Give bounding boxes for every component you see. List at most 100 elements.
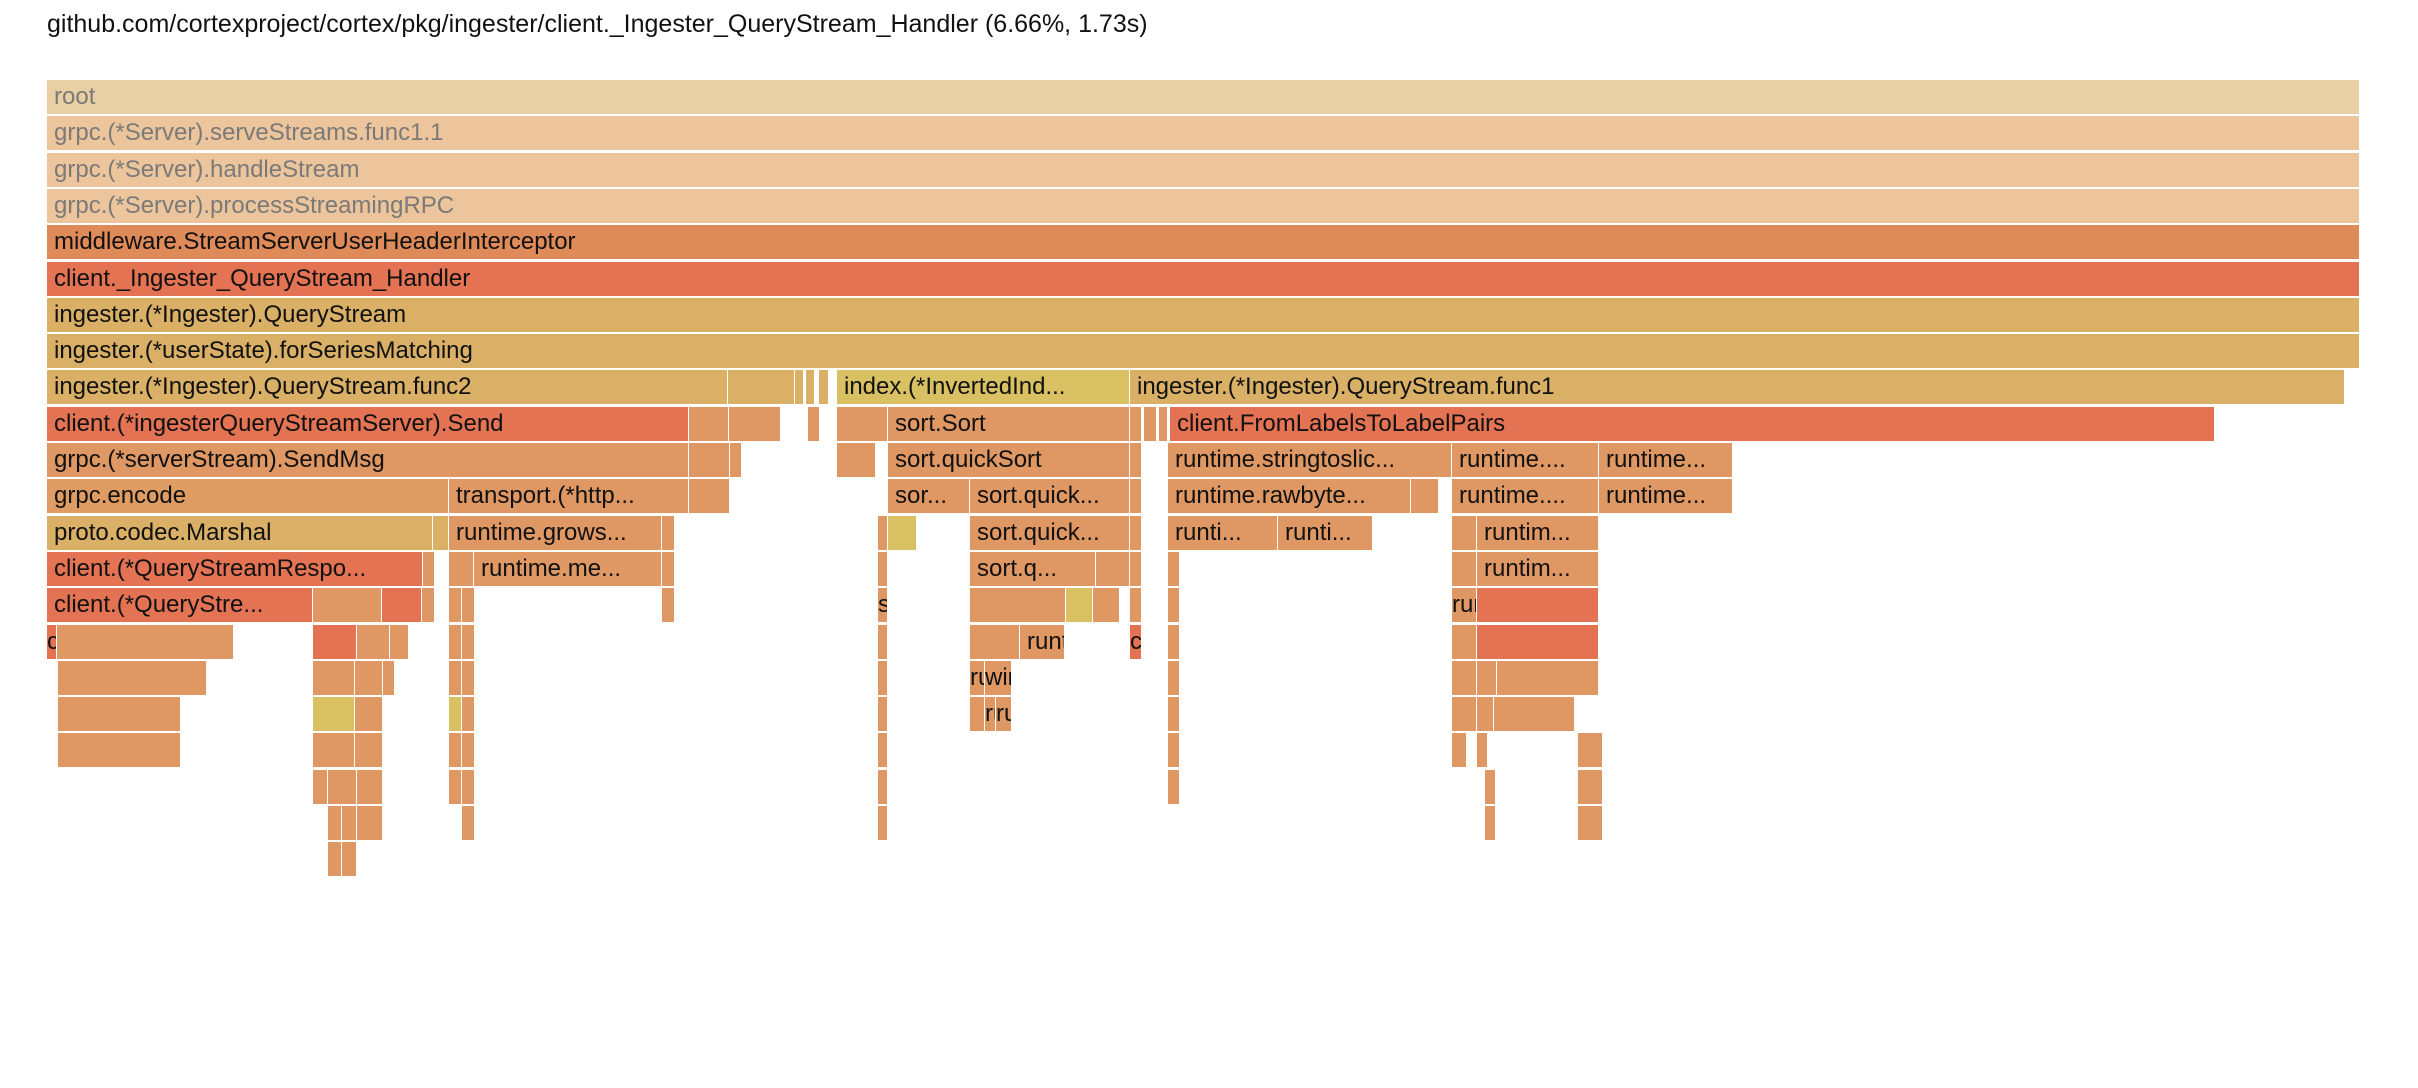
flame-frame[interactable]: grpc.(*serverStream).SendMsg: [47, 443, 689, 477]
flame-frame[interactable]: [1130, 479, 1142, 514]
flame-frame[interactable]: [689, 443, 730, 477]
flame-frame[interactable]: [888, 515, 917, 550]
flame-frame[interactable]: [1578, 806, 1603, 840]
flame-frame[interactable]: [328, 806, 342, 840]
flame-frame[interactable]: [878, 515, 888, 550]
flame-frame[interactable]: [1093, 588, 1120, 623]
flame-frame[interactable]: runtime...: [1599, 479, 1733, 514]
flame-frame[interactable]: [1485, 769, 1496, 804]
flame-frame[interactable]: [383, 660, 395, 695]
flame-frame[interactable]: sort.quick...: [970, 515, 1130, 550]
flame-frame[interactable]: [462, 588, 475, 623]
flame-frame[interactable]: grpc.(*Server).serveStreams.func1.1: [47, 116, 2360, 151]
flame-frame[interactable]: [1130, 588, 1142, 623]
flame-frame[interactable]: [449, 733, 462, 768]
flame-frame[interactable]: runtim...: [1477, 515, 1599, 550]
flame-frame[interactable]: [878, 660, 888, 695]
flame-frame[interactable]: [662, 551, 675, 586]
flame-frame[interactable]: [970, 624, 1020, 659]
flame-frame[interactable]: [382, 588, 422, 623]
flame-frame[interactable]: [878, 733, 888, 768]
flame-frame[interactable]: [730, 443, 742, 477]
flame-frame[interactable]: runtim...: [1452, 588, 1477, 623]
flame-frame[interactable]: [970, 697, 985, 732]
flame-frame[interactable]: [662, 588, 675, 623]
flame-frame[interactable]: [1130, 551, 1142, 586]
flame-frame[interactable]: [837, 443, 876, 477]
flame-frame[interactable]: [355, 733, 383, 768]
flame-frame[interactable]: [449, 697, 462, 732]
flame-frame[interactable]: [808, 406, 820, 441]
flame-frame[interactable]: [58, 733, 181, 768]
flame-frame[interactable]: sort.quickSort: [888, 443, 1130, 477]
flame-frame[interactable]: sort.q...: [970, 551, 1096, 586]
flame-frame[interactable]: [1130, 443, 1142, 477]
flame-frame[interactable]: [1130, 515, 1142, 550]
flame-frame[interactable]: [462, 660, 475, 695]
flame-frame[interactable]: client.(*QueryStreamRespo...: [47, 551, 423, 586]
flame-frame[interactable]: [462, 697, 475, 732]
flame-frame[interactable]: runtim...: [1477, 551, 1599, 586]
flame-frame[interactable]: [689, 479, 730, 514]
flame-frame[interactable]: [1168, 624, 1180, 659]
flame-frame[interactable]: [1452, 733, 1467, 768]
flame-frame[interactable]: [422, 588, 435, 623]
flame-frame[interactable]: [970, 588, 1066, 623]
flame-frame[interactable]: runtim...: [996, 697, 1012, 732]
flame-frame[interactable]: [1168, 551, 1180, 586]
flame-frame[interactable]: [837, 406, 888, 441]
flame-frame[interactable]: [1096, 551, 1130, 586]
flame-frame[interactable]: ingester.(*Ingester).QueryStream: [47, 297, 2360, 332]
flame-frame[interactable]: [1578, 769, 1603, 804]
flame-frame[interactable]: [357, 769, 383, 804]
flame-frame[interactable]: [878, 551, 888, 586]
flame-frame[interactable]: sort.Sort: [888, 406, 1130, 441]
flame-frame[interactable]: runti...: [1278, 515, 1373, 550]
flame-frame[interactable]: [1452, 697, 1477, 732]
flame-frame[interactable]: sort.quick...: [970, 479, 1130, 514]
flame-frame[interactable]: runti...: [1168, 515, 1278, 550]
flame-frame[interactable]: [58, 697, 181, 732]
flame-frame[interactable]: [1168, 660, 1180, 695]
flame-frame[interactable]: [390, 624, 409, 659]
flame-frame[interactable]: client._Ingester_QueryStream_Handler: [47, 261, 2360, 296]
flame-frame[interactable]: [355, 660, 383, 695]
flame-frame[interactable]: client.(*ingesterQueryStreamServer).Send: [47, 406, 689, 441]
flame-frame[interactable]: [1130, 406, 1142, 441]
flame-frame[interactable]: [58, 660, 207, 695]
flame-frame[interactable]: root: [47, 80, 2360, 114]
flame-frame[interactable]: [689, 406, 729, 441]
flame-frame[interactable]: [1168, 697, 1180, 732]
flame-frame[interactable]: [1452, 660, 1477, 695]
flame-frame[interactable]: [1494, 697, 1575, 732]
flame-frame[interactable]: [313, 660, 355, 695]
flame-frame[interactable]: run...: [985, 697, 996, 732]
flame-frame[interactable]: [313, 733, 355, 768]
flame-frame[interactable]: runtime...: [1599, 443, 1733, 477]
flame-frame[interactable]: runtime.me...: [474, 551, 662, 586]
flame-frame[interactable]: client.(*QueryStre...: [47, 588, 313, 623]
flame-frame[interactable]: index.(*InvertedInd...: [837, 370, 1130, 405]
flame-frame[interactable]: [1452, 624, 1477, 659]
flame-frame[interactable]: [313, 624, 357, 659]
flame-frame[interactable]: ingester.(*Ingester).QueryStream.func2: [47, 370, 728, 405]
flame-frame[interactable]: [1578, 733, 1603, 768]
flame-frame[interactable]: [662, 515, 675, 550]
flame-frame[interactable]: [878, 697, 888, 732]
flame-frame[interactable]: [342, 806, 357, 840]
flame-frame[interactable]: [462, 806, 475, 840]
flame-frame[interactable]: [878, 624, 888, 659]
flame-frame[interactable]: runti...: [970, 660, 985, 695]
flame-frame[interactable]: [328, 769, 357, 804]
flame-frame[interactable]: [1168, 733, 1180, 768]
flame-frame[interactable]: [357, 806, 383, 840]
flame-frame[interactable]: runtime.stringtoslic...: [1168, 443, 1452, 477]
flame-frame[interactable]: [449, 769, 462, 804]
flame-frame[interactable]: [1066, 588, 1093, 623]
flame-frame[interactable]: runtime.grows...: [449, 515, 662, 550]
flame-frame[interactable]: [1159, 406, 1168, 441]
flame-frame[interactable]: [1144, 406, 1157, 441]
flame-frame[interactable]: runtime....: [1452, 479, 1599, 514]
flame-frame[interactable]: [1477, 624, 1599, 659]
flame-frame[interactable]: [313, 769, 328, 804]
